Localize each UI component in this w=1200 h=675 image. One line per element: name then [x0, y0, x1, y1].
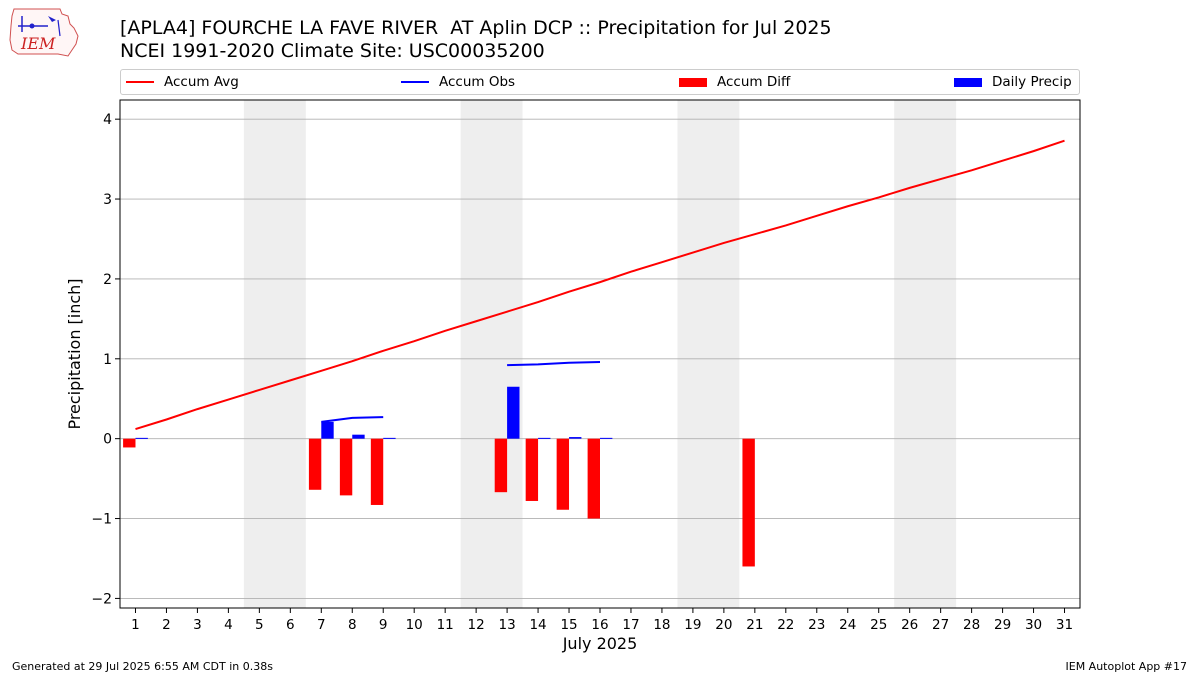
legend-label: Accum Diff	[717, 74, 791, 90]
weekend-shade	[243, 100, 306, 608]
x-tick-label: 15	[560, 617, 577, 633]
daily-precip-bar	[569, 437, 582, 439]
legend: Accum Avg Accum Obs Accum Diff Daily Pre…	[120, 69, 1080, 95]
x-tick-label: 10	[406, 617, 423, 633]
x-tick-label: 28	[963, 617, 980, 633]
accum-diff-bar	[370, 438, 384, 505]
accum-diff-bar	[556, 438, 570, 510]
legend-item-accum-obs: Accum Obs	[401, 74, 515, 90]
accum-diff-bar	[525, 438, 539, 501]
svg-text:IEM: IEM	[20, 34, 56, 53]
y-tick-label: −2	[91, 591, 112, 607]
accum-avg-line	[135, 139, 1065, 431]
accum-obs-line	[507, 360, 601, 367]
y-axis-label: Precipitation [inch]	[65, 278, 84, 429]
daily-precip-bar	[600, 437, 613, 439]
app-credit: IEM Autoplot App #17	[1065, 660, 1188, 673]
weekend-shade	[894, 100, 957, 608]
x-tick-label: 17	[622, 617, 639, 633]
daily-precip-bar	[538, 437, 551, 439]
x-tick-label: 4	[224, 617, 233, 633]
legend-label: Accum Obs	[439, 74, 516, 90]
weekend-shade	[460, 100, 523, 608]
accum-diff-bar	[587, 438, 600, 519]
x-tick-label: 9	[379, 617, 388, 633]
x-tick-label: 6	[286, 617, 295, 633]
x-tick-label: 23	[808, 617, 825, 633]
daily-precip-bar	[383, 437, 396, 439]
y-tick-label: 0	[103, 432, 112, 448]
accum-diff-bar	[494, 438, 508, 493]
y-tick-label: 1	[103, 352, 112, 368]
y-tick-label: −1	[91, 512, 112, 528]
x-tick-label: 5	[255, 617, 264, 633]
x-tick-label: 2	[162, 617, 171, 633]
accum-diff-bar	[742, 438, 755, 567]
iem-logo-icon: IEM	[9, 8, 79, 57]
accum-diff-bar	[308, 438, 322, 490]
x-tick-label: 26	[901, 617, 918, 633]
accum-obs-line	[321, 416, 384, 423]
daily-precip-bar	[352, 434, 365, 439]
x-tick-label: 8	[348, 617, 357, 633]
x-axis-label: July 2025	[562, 634, 638, 653]
legend-swatch	[679, 77, 707, 87]
x-tick-label: 11	[437, 617, 454, 633]
x-tick-label: 1	[131, 617, 140, 633]
x-tick-label: 13	[499, 617, 516, 633]
legend-item-accum-avg: Accum Avg	[126, 74, 239, 90]
legend-label: Daily Precip	[992, 74, 1072, 90]
daily-precip-bar	[507, 386, 520, 439]
daily-precip-bar	[135, 437, 148, 439]
x-tick-label: 12	[468, 617, 485, 633]
x-tick-label: 31	[1056, 617, 1073, 633]
chart-subtitle: NCEI 1991-2020 Climate Site: USC00035200	[120, 40, 545, 62]
daily-precip-bar	[321, 421, 334, 439]
accum-diff-bar	[339, 438, 353, 496]
legend-item-daily-precip: Daily Precip	[954, 74, 1072, 90]
x-tick-label: 19	[684, 617, 701, 633]
x-tick-label: 30	[1025, 617, 1042, 633]
generated-timestamp: Generated at 29 Jul 2025 6:55 AM CDT in …	[12, 660, 273, 673]
x-tick-label: 21	[746, 617, 763, 633]
x-tick-label: 18	[653, 617, 670, 633]
x-tick-label: 20	[715, 617, 732, 633]
legend-swatch	[126, 81, 154, 83]
x-tick-label: 27	[932, 617, 949, 633]
y-tick-label: 2	[103, 272, 112, 288]
legend-item-accum-diff: Accum Diff	[679, 74, 790, 90]
weekend-shade	[677, 100, 740, 608]
x-tick-label: 22	[777, 617, 794, 633]
accum-diff-bar	[123, 438, 136, 448]
y-tick-label: 3	[103, 192, 112, 208]
x-tick-label: 7	[317, 617, 326, 633]
x-tick-label: 14	[529, 617, 546, 633]
x-tick-label: 29	[994, 617, 1011, 633]
legend-swatch	[401, 81, 429, 83]
x-tick-label: 16	[591, 617, 608, 633]
chart-title: [APLA4] FOURCHE LA FAVE RIVER AT Aplin D…	[120, 17, 832, 39]
x-tick-label: 25	[870, 617, 887, 633]
legend-label: Accum Avg	[164, 74, 239, 90]
y-tick-label: 4	[103, 112, 112, 128]
legend-swatch	[954, 77, 982, 87]
x-tick-label: 24	[839, 617, 856, 633]
x-tick-label: 3	[193, 617, 202, 633]
